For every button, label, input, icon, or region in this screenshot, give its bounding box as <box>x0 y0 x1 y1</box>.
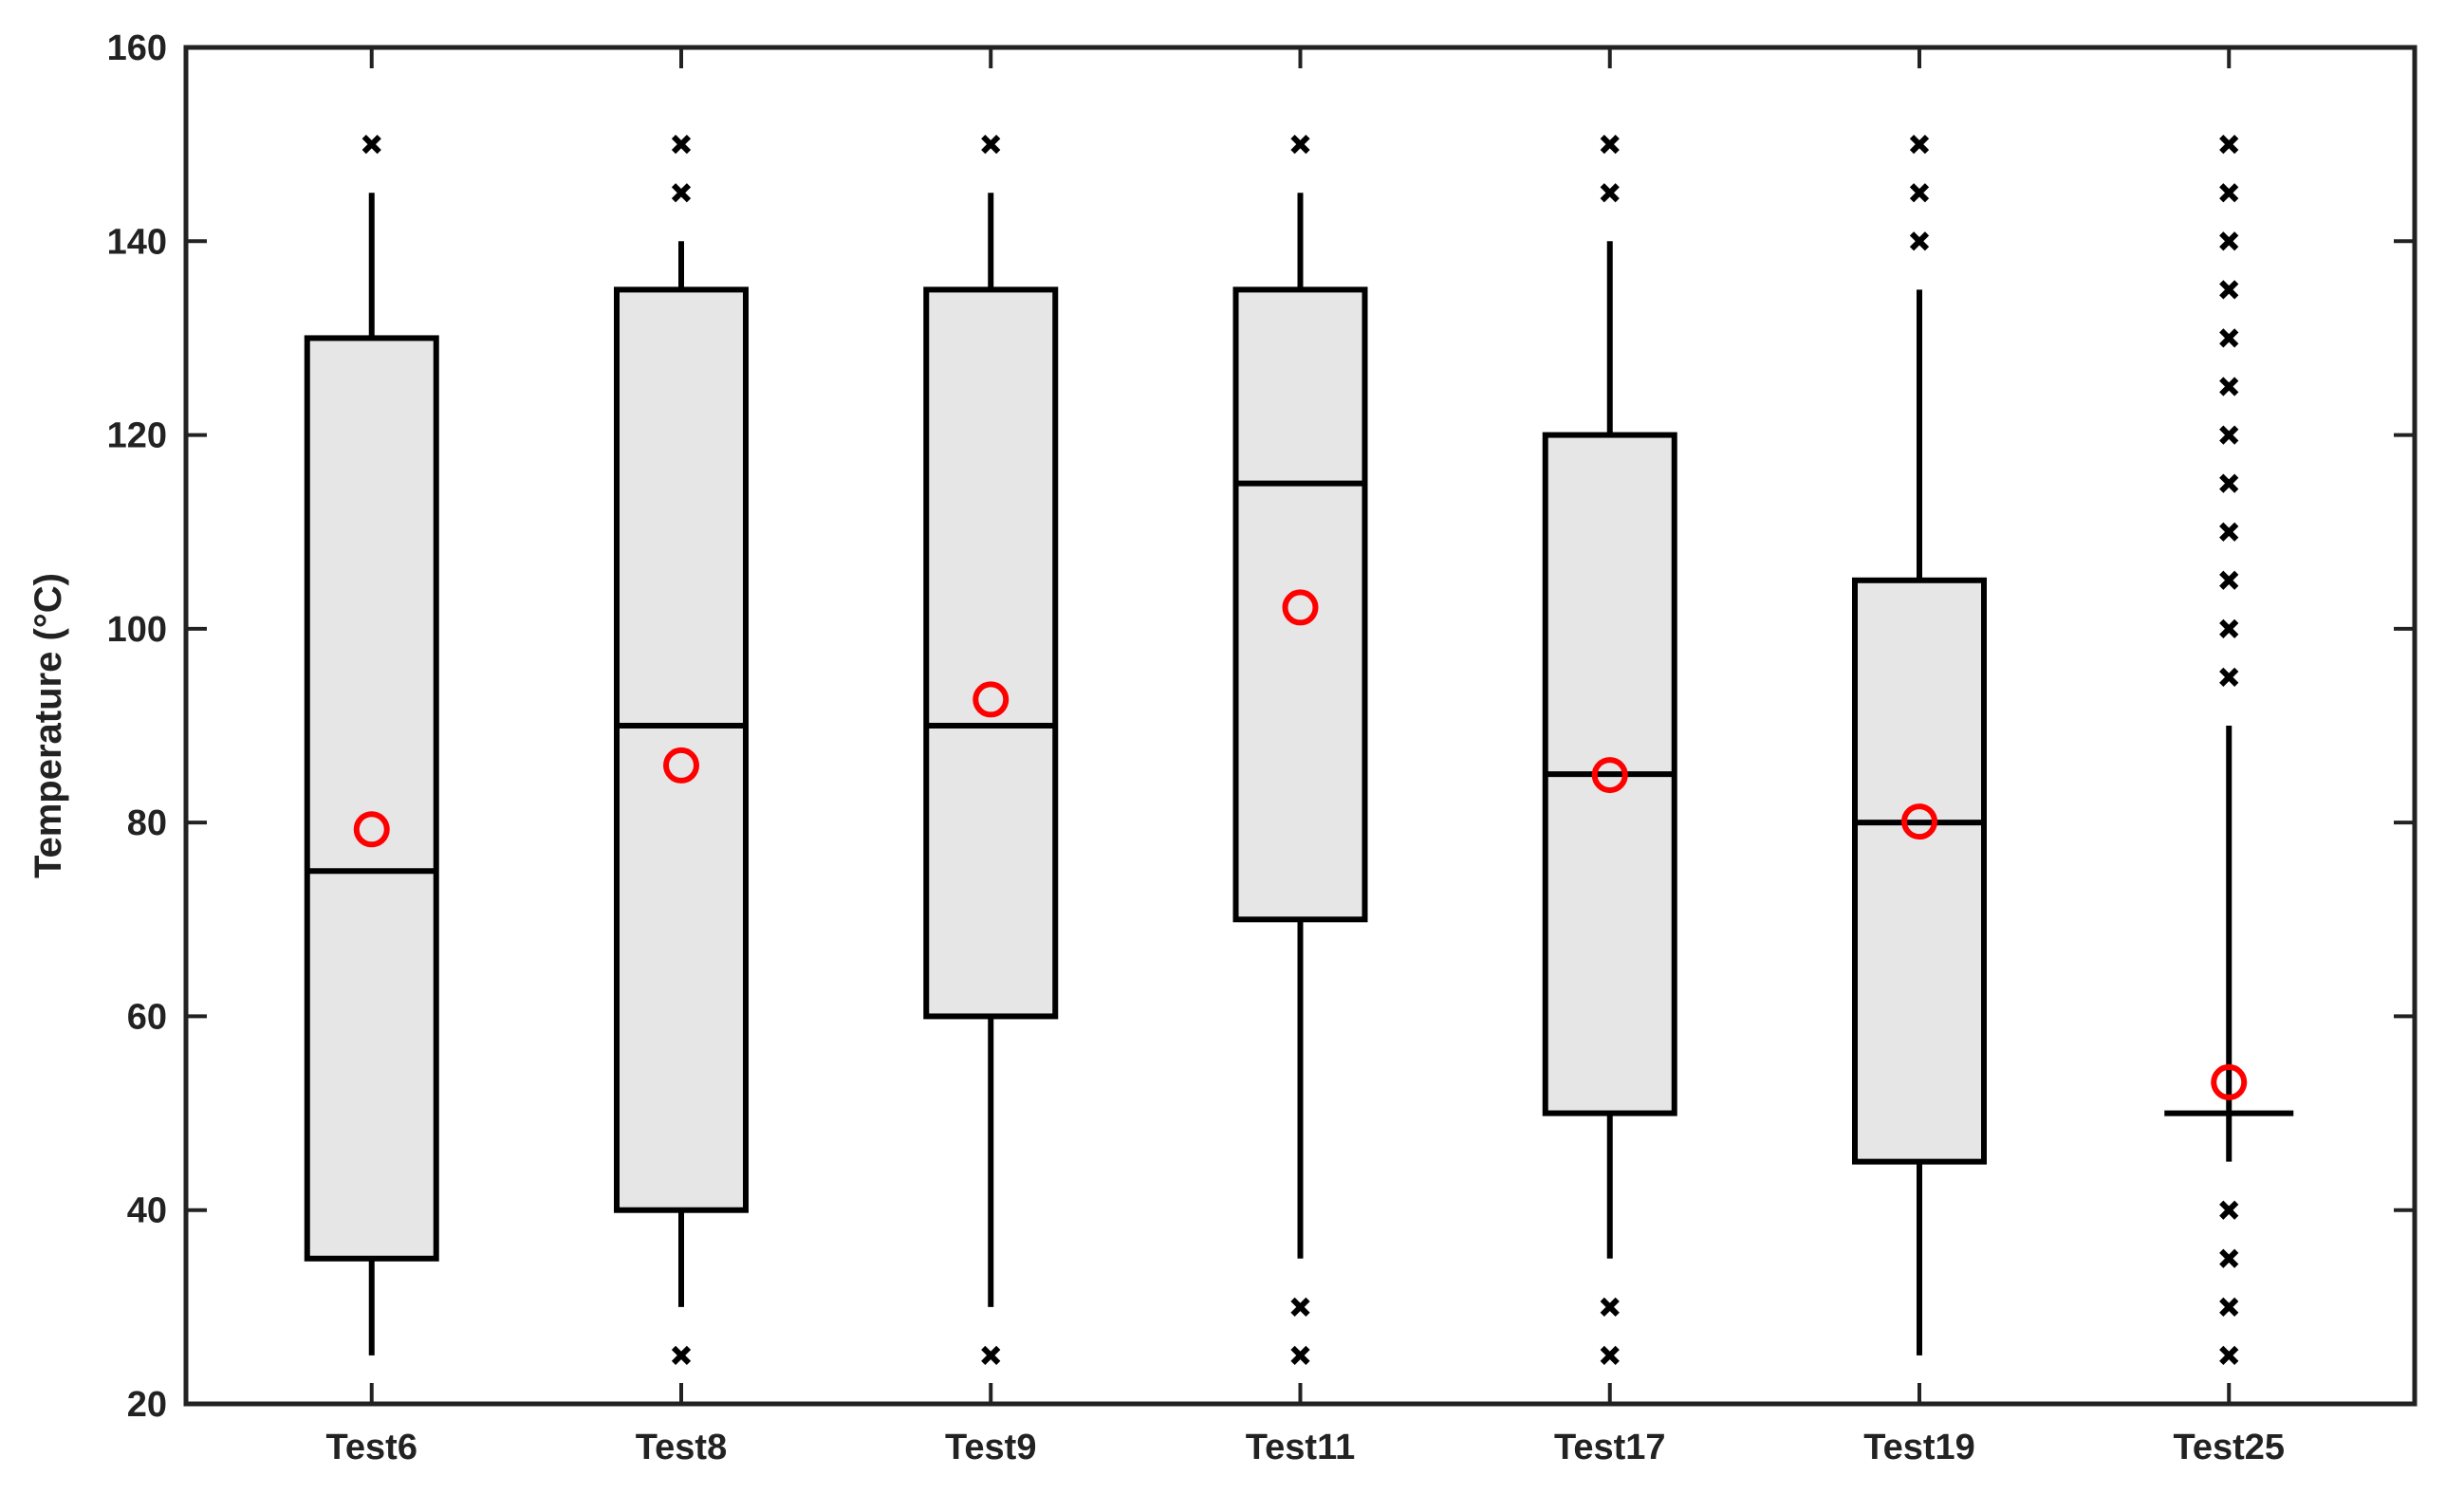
mean-marker <box>1591 757 1628 794</box>
mean-marker <box>663 747 699 784</box>
outlier-marker <box>2219 522 2239 542</box>
box-group <box>304 135 439 1356</box>
outlier-marker <box>2219 135 2239 155</box>
x-axis: Test6 Test8 Test9 Test11 Test17 Test19 Test25 <box>326 47 2285 1467</box>
outlier-marker <box>1600 1297 1620 1317</box>
outlier-marker <box>1600 183 1620 203</box>
x-tick-label: Test11 <box>1246 1428 1355 1467</box>
x-tick-label: Test19 <box>1863 1428 1975 1467</box>
outlier-marker <box>2219 1345 2239 1366</box>
outlier-marker <box>2219 231 2239 251</box>
mean-marker <box>973 681 1010 718</box>
y-axis-title: Temperature (°C) <box>28 573 69 878</box>
outlier-marker <box>1600 1345 1620 1366</box>
outlier-marker <box>2219 570 2239 590</box>
outlier-marker <box>671 1345 692 1366</box>
box-group <box>2164 135 2294 1366</box>
mean-marker <box>2211 1063 2248 1100</box>
outlier-marker <box>2219 425 2239 445</box>
outlier-marker <box>2219 1297 2239 1317</box>
outlier-marker <box>1290 1297 1310 1317</box>
outlier-marker <box>2219 377 2239 397</box>
x-tick-label: Test9 <box>945 1428 1036 1467</box>
outlier-marker <box>1290 1345 1310 1366</box>
outlier-marker <box>2219 667 2239 688</box>
box <box>923 286 1059 1020</box>
y-axis: 20 40 60 80 100 120 140 160 <box>107 28 2415 1425</box>
outlier-marker <box>1909 231 1930 251</box>
outlier-marker <box>2219 183 2239 203</box>
x-tick-label: Test17 <box>1554 1428 1666 1467</box>
outlier-marker <box>1600 135 1620 155</box>
y-tick-label: 60 <box>127 997 167 1037</box>
y-tick-label: 120 <box>107 416 167 456</box>
x-tick-label: Test25 <box>2173 1428 2285 1467</box>
x-tick-label: Test6 <box>326 1428 417 1467</box>
box-group <box>923 135 1059 1366</box>
box <box>1232 286 1368 923</box>
mean-marker <box>1282 589 1319 626</box>
y-tick-label: 80 <box>127 803 167 843</box>
y-tick-label: 40 <box>127 1191 167 1231</box>
box-group <box>614 135 749 1366</box>
outlier-marker <box>2219 328 2239 348</box>
y-tick-label: 160 <box>107 28 167 68</box>
y-tick-label: 100 <box>107 610 167 650</box>
x-tick-label: Test8 <box>636 1428 727 1467</box>
box <box>1852 577 1987 1165</box>
box-group <box>1232 135 1368 1366</box>
outlier-marker <box>361 135 381 155</box>
y-tick-label: 20 <box>127 1385 167 1425</box>
outlier-marker <box>2219 618 2239 638</box>
outlier-marker <box>981 135 1001 155</box>
outlier-marker <box>1290 135 1310 155</box>
outlier-marker <box>2219 473 2239 493</box>
outlier-marker <box>981 1345 1001 1366</box>
box-group <box>1542 135 1677 1366</box>
outlier-marker <box>2219 280 2239 300</box>
outlier-marker <box>1909 135 1930 155</box>
outlier-marker <box>671 135 692 155</box>
mean-marker <box>353 811 390 848</box>
box <box>304 335 439 1262</box>
outlier-marker <box>2219 1200 2239 1220</box>
y-tick-label: 140 <box>107 222 167 262</box>
outlier-marker <box>1909 183 1930 203</box>
outlier-marker <box>2219 1248 2239 1268</box>
box-group <box>1852 135 1987 1356</box>
mean-marker <box>1901 803 1937 840</box>
outlier-marker <box>671 183 692 203</box>
box-series <box>304 135 2294 1366</box>
